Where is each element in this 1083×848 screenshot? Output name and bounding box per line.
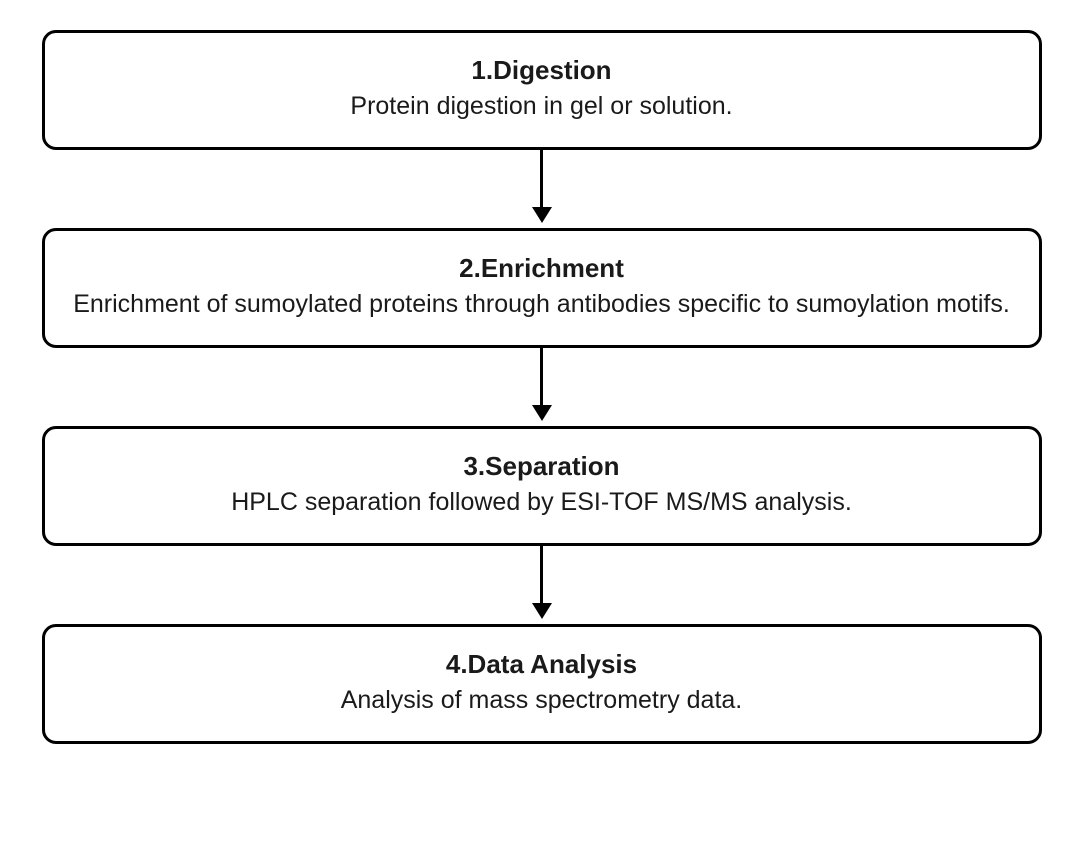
node-digestion: 1.Digestion Protein digestion in gel or … — [42, 30, 1042, 150]
arrow-down-icon — [532, 150, 552, 228]
arrow-line — [540, 348, 543, 406]
node-desc: Protein digestion in gel or solution. — [65, 92, 1019, 121]
arrow-head — [532, 207, 552, 223]
node-title: 3.Separation — [65, 451, 1019, 482]
node-title: 4.Data Analysis — [65, 649, 1019, 680]
arrow-down-icon — [532, 348, 552, 426]
arrow-head — [532, 405, 552, 421]
node-title: 1.Digestion — [65, 55, 1019, 86]
flowchart-container: 1.Digestion Protein digestion in gel or … — [40, 30, 1043, 744]
node-desc: HPLC separation followed by ESI-TOF MS/M… — [65, 488, 1019, 517]
node-title: 2.Enrichment — [65, 253, 1019, 284]
arrow-line — [540, 546, 543, 604]
arrow-line — [540, 150, 543, 208]
node-enrichment: 2.Enrichment Enrichment of sumoylated pr… — [42, 228, 1042, 348]
arrow-head — [532, 603, 552, 619]
arrow-down-icon — [532, 546, 552, 624]
node-separation: 3.Separation HPLC separation followed by… — [42, 426, 1042, 546]
node-desc: Enrichment of sumoylated proteins throug… — [65, 290, 1019, 319]
node-desc: Analysis of mass spectrometry data. — [65, 686, 1019, 715]
node-data-analysis: 4.Data Analysis Analysis of mass spectro… — [42, 624, 1042, 744]
